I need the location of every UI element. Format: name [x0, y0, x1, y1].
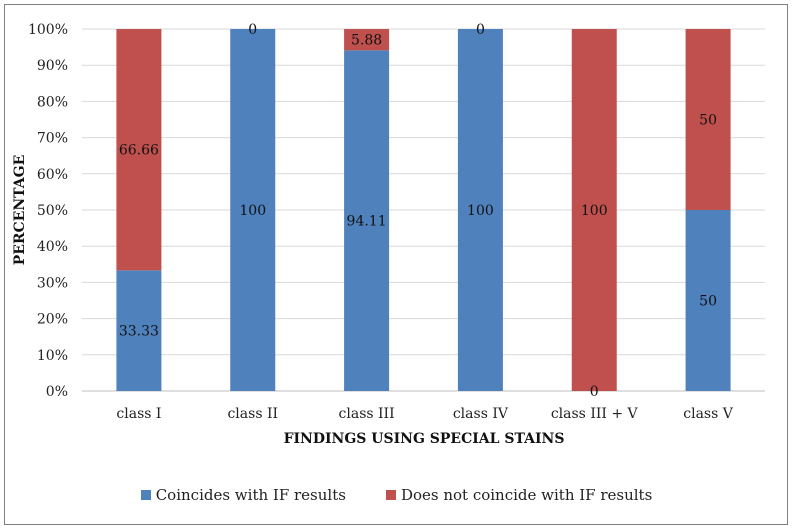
legend-label: Does not coincide with IF results [400, 486, 653, 504]
bar-segment [116, 29, 162, 271]
bar-segment [685, 210, 731, 391]
data-label: 94.11 [347, 214, 387, 230]
x-tick-label: class I [116, 406, 161, 422]
y-tick-label: 30% [37, 275, 68, 291]
data-label: 50 [699, 113, 717, 129]
legend: Coincides with IF results Does not coinc… [0, 486, 793, 504]
bar-segment [571, 29, 617, 391]
y-tick-label: 50% [37, 203, 68, 219]
y-tick-label: 10% [37, 348, 68, 364]
stacked-bar-chart: 0% 10% 20% 30% 40% 50% 60% 70% 80% 90% 100% 33.33 6… [12, 22, 765, 447]
gridlines [82, 28, 765, 392]
legend-swatch-red [385, 490, 396, 500]
legend-label: Coincides with IF results [155, 486, 346, 504]
bar-segment [344, 50, 390, 391]
x-tick-label: class V [683, 406, 733, 422]
data-label: 33.33 [119, 324, 159, 340]
y-tick-label: 20% [37, 312, 68, 328]
x-tick-label: class III + V [551, 406, 639, 422]
data-label: 50 [699, 294, 717, 310]
data-labels: 33.33 66.66 100 0 94.11 5.88 100 0 0 100 50 50 [119, 22, 717, 400]
y-tick-label: 0% [46, 384, 68, 400]
data-label: 100 [239, 203, 266, 219]
bar-segment [116, 270, 162, 391]
data-label: 0 [248, 22, 257, 38]
data-label: 5.88 [351, 33, 382, 49]
bars [116, 29, 731, 391]
y-tick-labels: 0% 10% 20% 30% 40% 50% 60% 70% 80% 90% 100% [28, 22, 68, 400]
x-tick-label: class III [339, 406, 395, 422]
y-tick-label: 80% [37, 94, 68, 110]
x-tick-labels: class I class II class III class IV class II… [116, 406, 733, 422]
x-tick-label: class IV [453, 406, 509, 422]
data-label: 100 [581, 203, 608, 219]
bar-segment [685, 29, 731, 210]
data-label: 0 [476, 22, 485, 38]
data-label: 0 [590, 384, 599, 400]
bar-segment [230, 29, 276, 391]
bar-segment [344, 29, 390, 51]
y-tick-label: 40% [37, 239, 68, 255]
legend-item-coincides: Coincides with IF results [140, 486, 346, 504]
legend-item-not-coincide: Does not coincide with IF results [385, 486, 653, 504]
legend-swatch-blue [140, 490, 151, 500]
data-label: 100 [467, 203, 494, 219]
y-tick-label: 60% [37, 167, 68, 183]
y-axis-title: PERCENTAGE [12, 155, 28, 266]
y-tick-label: 100% [28, 22, 68, 38]
y-tick-label: 70% [37, 131, 68, 147]
x-tick-label: class II [227, 406, 278, 422]
y-tick-label: 90% [37, 58, 68, 74]
bar-segment [457, 29, 503, 391]
x-axis-title: FINDINGS USING SPECIAL STAINS [284, 431, 565, 447]
data-label: 66.66 [119, 143, 159, 159]
